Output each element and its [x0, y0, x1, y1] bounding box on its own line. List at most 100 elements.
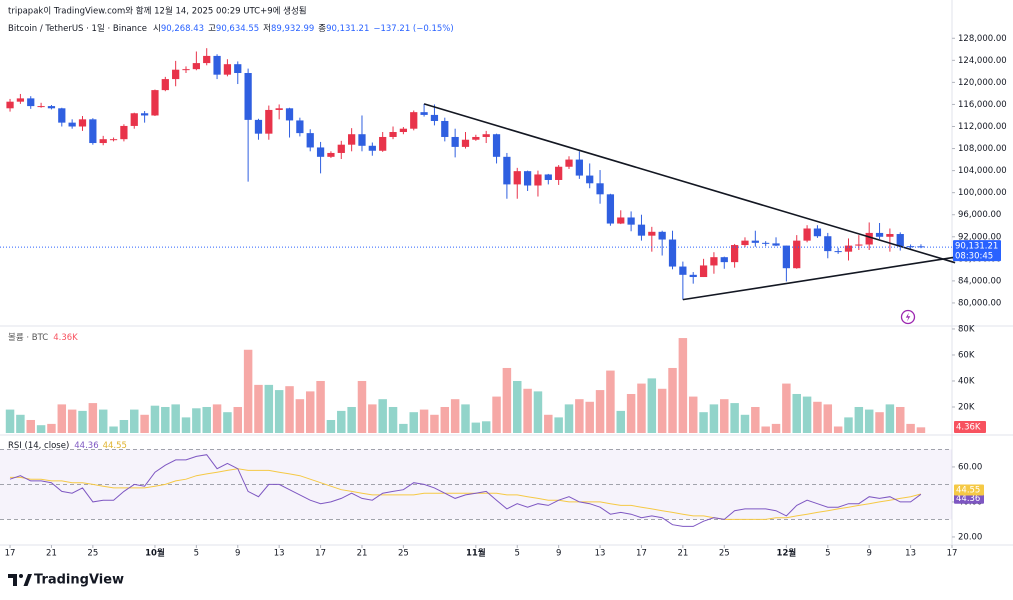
volume-bar — [264, 384, 274, 433]
candle-body — [140, 113, 149, 116]
candle-body — [161, 79, 169, 91]
candle-body — [461, 139, 470, 147]
rsi-line — [10, 468, 922, 520]
volume-bar — [399, 423, 408, 433]
volume-bar — [57, 404, 67, 433]
candle-body — [451, 136, 459, 147]
volume-bar — [461, 404, 470, 433]
alert-circle — [900, 309, 916, 325]
candle-body — [285, 108, 294, 121]
candle-body — [368, 145, 376, 151]
candle-body — [37, 106, 45, 108]
candle-body — [741, 240, 749, 246]
candle-body — [534, 174, 542, 186]
volume-bar — [678, 338, 688, 433]
candle-body — [586, 175, 594, 184]
volume-bar — [440, 406, 450, 433]
volume-bar — [130, 409, 139, 433]
volume-last-label: 4.36K — [956, 423, 981, 433]
candle-body — [575, 159, 583, 176]
candle-body — [751, 240, 759, 243]
candle-body — [689, 274, 697, 278]
volume-bar — [254, 384, 263, 433]
candle-body — [58, 108, 66, 123]
candle-body — [223, 64, 232, 75]
low-value: 89,932.99 — [271, 24, 314, 34]
volume-bar — [337, 410, 346, 433]
open-value: 90,268.43 — [161, 24, 204, 34]
candle-body — [27, 98, 35, 107]
symbol-legend: Bitcoin / TetherUS · 1일 · Binance 시90,268… — [8, 24, 454, 34]
volume-bar — [564, 404, 574, 433]
volume-bar — [575, 399, 584, 433]
y-tick-label: 100,000.00 — [958, 188, 1007, 198]
candle-body — [234, 64, 242, 74]
y-tick-label: 60K — [958, 350, 975, 360]
high-label: 고 — [208, 24, 216, 34]
candle-body — [316, 147, 325, 157]
x-tick-label: 25 — [87, 549, 98, 559]
countdown-label: 08:30:45 — [955, 252, 993, 262]
volume-bar — [502, 367, 512, 433]
y-tick-label: 92,000.00 — [958, 232, 1001, 242]
volume-bar — [388, 406, 398, 433]
volume-bar — [378, 399, 387, 433]
x-tick-label: 17 — [5, 549, 16, 559]
x-tick-label: 13 — [274, 549, 285, 559]
candle-body — [731, 245, 739, 263]
x-tick-label: 11월 — [466, 548, 486, 559]
volume-bar — [481, 421, 491, 433]
low-label: 저 — [263, 24, 271, 34]
candle-body — [544, 174, 552, 180]
close-label: 종 — [318, 24, 326, 34]
candle-body — [410, 112, 418, 129]
x-tick-label: 17 — [636, 549, 647, 559]
volume-bar — [316, 380, 325, 433]
volume-bar — [305, 391, 315, 433]
candle-body — [596, 183, 604, 195]
volume-bar — [761, 426, 770, 433]
x-tick-label: 25 — [719, 549, 730, 559]
rsi-last-label: 44.36 — [956, 494, 980, 504]
candle-body — [47, 106, 56, 109]
candle-body — [16, 98, 25, 102]
candle-body — [699, 265, 708, 278]
x-tick-label: 13 — [905, 549, 916, 559]
volume-last: 4.36K — [53, 333, 78, 343]
candle-body — [886, 234, 894, 237]
volume-bar — [626, 393, 636, 433]
x-tick-label: 9 — [556, 549, 561, 559]
candle-body — [627, 217, 635, 225]
candle-body — [648, 231, 656, 236]
y-tick-label: 80,000.00 — [958, 298, 1001, 308]
candle-body — [120, 125, 128, 140]
y-tick-label: 124,000.00 — [958, 56, 1007, 66]
x-tick-label: 5 — [515, 549, 520, 559]
candle-body — [793, 240, 801, 269]
candle-body — [130, 113, 138, 126]
alert-icon[interactable] — [900, 309, 916, 325]
volume-bar — [616, 410, 626, 433]
x-tick-label: 9 — [866, 549, 871, 559]
volume-bar — [595, 390, 605, 433]
y-tick-label: 96,000.00 — [958, 210, 1001, 220]
candle-body — [265, 109, 273, 134]
change: −137.21 (−0.15%) — [373, 24, 453, 34]
volume-bar — [347, 406, 356, 433]
candle-body — [89, 119, 97, 144]
y-tick-label: 20.00 — [958, 532, 982, 542]
candle-body — [762, 242, 770, 244]
last-price-label: 90,131.21 — [955, 242, 998, 252]
volume-bar — [181, 417, 191, 433]
volume-bar — [906, 423, 915, 433]
x-tick-label: 12월 — [777, 548, 797, 559]
volume-bar — [419, 409, 429, 433]
candle-body — [296, 120, 304, 134]
volume-bar — [212, 404, 222, 433]
volume-bar — [295, 399, 305, 433]
candle-body — [151, 90, 159, 116]
volume-bar — [864, 409, 874, 433]
rsi-last-box — [954, 492, 984, 504]
volume-bar — [657, 388, 667, 433]
